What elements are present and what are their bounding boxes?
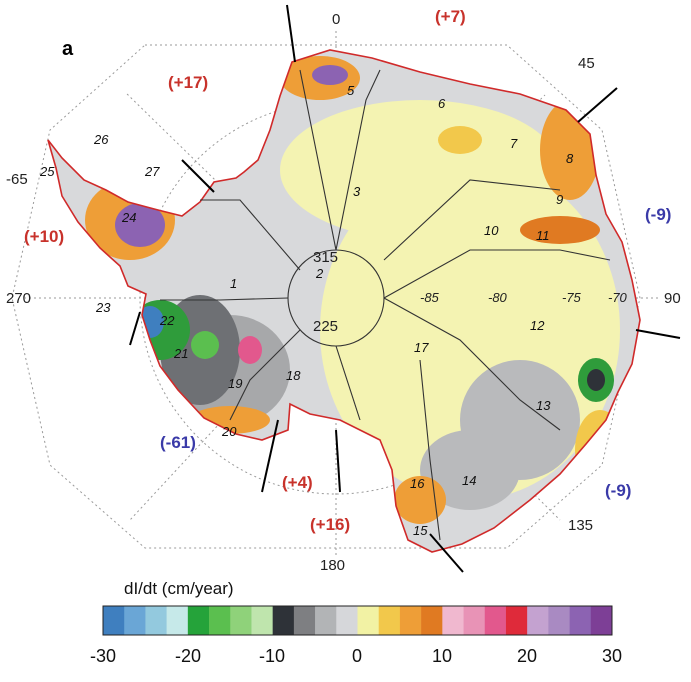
basin-19: 19 [228,376,242,391]
basin-labels: 1 2 3 5 6 7 8 9 10 11 12 13 14 15 16 17 … [39,83,574,538]
lat-label-85: -85 [420,290,440,305]
colorbar-cell [336,606,358,635]
basin-12: 12 [530,318,545,333]
basin-27: 27 [144,164,160,179]
lat-label-75: -75 [562,290,582,305]
basin-23: 23 [95,300,111,315]
basin-9: 9 [556,192,563,207]
region-total-ross-west: (+4) [282,473,313,492]
colorbar-cell [442,606,464,635]
colorbar-cell [421,606,443,635]
lon-label-180: 180 [320,557,345,574]
sector-boundary-ticks [129,4,681,573]
basin-18: 18 [286,368,301,383]
basin-11: 11 [536,228,550,243]
colorbar-tick-label: -10 [259,646,285,666]
lon-label-315: 315 [313,249,338,266]
colorbar-tick-label: 30 [602,646,622,666]
colorbar-cell [187,606,210,635]
basin-20: 20 [221,424,237,439]
lat-label-70: -70 [608,290,628,305]
colorbar-cell [378,606,401,635]
colorbar-tick-label: 20 [517,646,537,666]
lon-label-90: 90 [664,290,681,307]
colorbar-cell [103,606,125,635]
latitude-labels: -65 -70 -75 -80 -85 [6,171,628,305]
colorbar-cell [166,606,189,635]
colorbar-tick-label: 10 [432,646,452,666]
basin-8: 8 [566,151,574,166]
drainage-divides [160,69,611,541]
colorbar-cell [124,606,146,635]
colorbar-cell [209,606,231,635]
basin-22: 22 [159,313,175,328]
region-total-peninsula: (+10) [24,227,64,246]
colorbar-title: dI/dt (cm/year) [124,579,234,598]
colorbar-cell [357,606,380,635]
basin-5: 5 [347,83,355,98]
colorbar-cell [548,606,570,635]
region-total-east: (-9) [645,205,671,224]
basin-25: 25 [39,164,55,179]
basin-17: 17 [414,340,429,355]
colorbar-ticks: -30 -20 -10 0 10 20 30 [90,646,622,666]
colorbar-cell [527,606,549,635]
region-total-se: (-9) [605,481,631,500]
longitude-labels: 0 45 90 135 180 225 270 315 [6,11,681,574]
colorbar-cell [484,606,507,635]
lat-label-80: -80 [488,290,508,305]
basin-15: 15 [413,523,428,538]
basin-24: 24 [121,210,136,225]
lon-label-225: 225 [313,318,338,335]
latitude-circle-outer [11,44,641,549]
basin-21: 21 [173,346,188,361]
meridian-315 [124,91,337,299]
colorbar-cell [272,606,295,635]
colorbar-tick-label: 0 [352,646,362,666]
basin-13: 13 [536,398,551,413]
colorbar-tick-label: -30 [90,646,116,666]
colorbar-cell [505,606,528,635]
colorbar-cell [399,606,422,635]
basin-14: 14 [462,473,476,488]
region-total-ne: (+7) [435,7,466,26]
colorbar-cell [293,606,316,635]
basin-26: 26 [93,132,109,147]
basin-3: 3 [353,184,361,199]
basin-6: 6 [438,96,446,111]
panel-label: a [62,38,74,60]
colorbar-frame [102,605,613,636]
colorbar-cell [315,606,337,635]
colorbar-cell [145,606,167,635]
lon-label-270: 270 [6,290,31,307]
region-total-amundsen: (-61) [160,433,196,452]
colorbar-cell [251,606,273,635]
colorbar-cell [569,606,592,635]
lon-label-135: 135 [568,517,593,534]
basin-7: 7 [510,136,518,151]
colorbar-cell [230,606,252,635]
colorbar-cell [590,606,613,635]
lon-label-0: 0 [332,11,340,28]
colorbar-tick-label: -20 [175,646,201,666]
lon-label-45: 45 [578,55,595,72]
basin-1: 1 [230,276,237,291]
colorbar-cells [103,606,613,635]
regional-totals: (+7) (+17) (+10) (-9) (-9) (-61) (+4) (+… [24,7,671,534]
basin-10: 10 [484,223,499,238]
colorbar-cell [463,606,486,635]
region-total-nw: (+17) [168,73,208,92]
region-total-ross-east: (+16) [310,515,350,534]
basin-16: 16 [410,476,425,491]
basin-2: 2 [315,266,324,281]
colorbar: dI/dt (cm/year) -30 -20 -10 0 10 20 30 [90,579,622,666]
lat-label-65: -65 [6,171,28,188]
